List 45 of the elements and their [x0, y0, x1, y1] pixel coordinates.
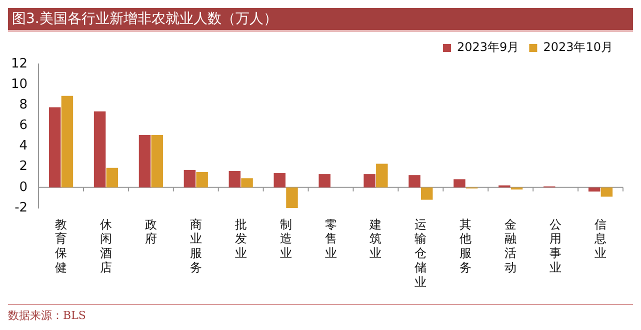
bar — [241, 178, 253, 188]
y-tick-label: 4 — [19, 138, 28, 154]
x-tick-label: 建筑业 — [368, 217, 382, 260]
bar — [286, 187, 298, 208]
legend-label: 2023年9月 — [457, 40, 520, 54]
y-tick-label: 12 — [10, 56, 28, 72]
y-tick-label: 6 — [19, 118, 28, 134]
y-tick-label: -2 — [14, 200, 28, 216]
x-tick-label: 批发业 — [234, 217, 247, 260]
bar — [420, 187, 433, 200]
source-note: 数据来源：BLS — [8, 305, 633, 323]
legend-label: 2023年10月 — [543, 40, 614, 54]
x-tick-label: 运输仓储业 — [414, 217, 427, 289]
y-tick-label: 2 — [19, 159, 28, 174]
bar — [454, 179, 466, 188]
bar — [274, 173, 286, 188]
x-tick-label: 政府 — [144, 217, 157, 246]
x-tick-label: 零售业 — [324, 217, 337, 260]
bar — [408, 175, 420, 188]
x-tick-label: 金融活动 — [504, 217, 517, 275]
x-tick-label: 其他服务 — [460, 217, 472, 275]
bar — [196, 172, 208, 188]
bar — [228, 170, 241, 188]
bar — [364, 174, 376, 188]
bar — [48, 107, 61, 188]
x-tick-label: 休闲酒店 — [100, 217, 112, 275]
y-tick-label: 8 — [19, 98, 28, 113]
chart-title: 图3.美国各行业新增非农就业人数（万人） — [8, 8, 633, 32]
x-tick-label: 制造业 — [280, 217, 292, 260]
bar — [94, 111, 106, 188]
bar — [376, 164, 388, 188]
y-tick-label: 0 — [19, 180, 28, 195]
bar — [184, 170, 196, 188]
bar — [151, 134, 163, 188]
x-tick-label: 信息业 — [594, 217, 607, 260]
x-tick-label: 公用事业 — [550, 217, 562, 275]
bar — [318, 174, 330, 188]
bar — [61, 96, 74, 188]
x-tick-label: 教育保健 — [55, 217, 68, 275]
bar — [106, 168, 118, 188]
bar — [600, 187, 613, 197]
x-tick-label: 商业服务 — [190, 217, 202, 275]
bar — [588, 187, 600, 192]
y-tick-label: 10 — [10, 76, 28, 92]
bar — [138, 134, 151, 188]
